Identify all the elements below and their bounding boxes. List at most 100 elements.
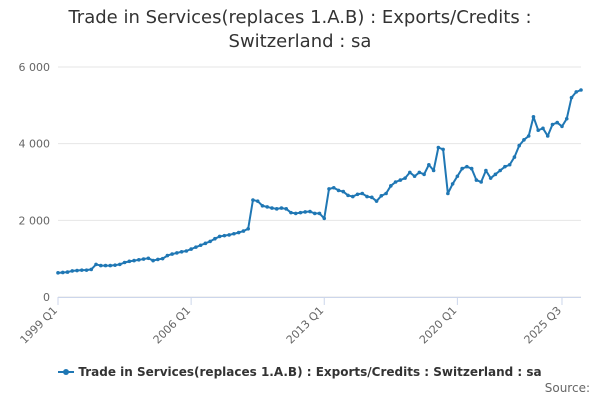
data-point [108, 263, 113, 268]
chart-title-line-2: Switzerland : sa [228, 31, 372, 52]
data-point [507, 162, 512, 167]
data-point [279, 206, 284, 210]
data-point [232, 231, 236, 236]
data-point [403, 176, 407, 180]
data-point [70, 269, 75, 273]
data-point [255, 199, 260, 203]
data-point [179, 249, 184, 254]
data-point [103, 263, 108, 268]
data-point [498, 168, 502, 173]
data-point [512, 155, 517, 159]
legend: Trade in Services(replaces 1.A.B) : Expo… [0, 362, 600, 379]
data-point [98, 263, 103, 268]
data-point [389, 184, 393, 188]
data-point [384, 191, 388, 196]
data-point [398, 178, 403, 182]
data-point [298, 210, 303, 215]
y-tick-label: 0 [43, 291, 50, 304]
data-point [79, 268, 84, 272]
data-point [270, 206, 274, 210]
data-point [151, 258, 155, 263]
data-point [379, 194, 384, 198]
data-point [327, 187, 331, 191]
data-point [436, 145, 441, 150]
data-point [208, 239, 212, 244]
data-point [331, 185, 336, 190]
data-point [341, 189, 346, 194]
data-point [113, 263, 117, 267]
data-point [217, 234, 222, 239]
data-point [84, 268, 89, 272]
data-point [260, 203, 265, 208]
data-point [350, 194, 355, 199]
data-point [479, 180, 483, 184]
data-point [446, 191, 450, 196]
data-point [89, 267, 94, 272]
data-point [203, 241, 208, 246]
chart-title-line-1: Trade in Services(replaces 1.A.B) : Expo… [68, 7, 532, 28]
legend-label: Trade in Services(replaces 1.A.B) : Expo… [78, 365, 542, 379]
x-tick-label: 2006 Q1 [151, 304, 194, 347]
data-point [170, 252, 174, 256]
legend-item[interactable]: Trade in Services(replaces 1.A.B) : Expo… [58, 365, 542, 379]
data-point [317, 211, 322, 216]
data-point [431, 168, 436, 173]
data-point [236, 230, 241, 235]
series-line [57, 89, 582, 274]
data-point [422, 172, 426, 177]
data-point [450, 182, 455, 186]
data-point [222, 233, 227, 238]
data-point [265, 205, 270, 209]
data-point [65, 270, 70, 274]
data-point [503, 164, 507, 169]
data-point [550, 122, 555, 127]
data-point [303, 210, 308, 214]
data-point [517, 143, 521, 148]
data-point [522, 138, 526, 142]
x-tick-label: 2025 Q3 [522, 304, 565, 347]
data-point [393, 180, 398, 184]
data-point [137, 258, 141, 262]
data-point [312, 211, 317, 216]
data-point [545, 134, 550, 138]
data-point [408, 170, 412, 175]
data-point [122, 260, 127, 265]
data-point [94, 262, 98, 267]
data-point [132, 258, 136, 263]
data-point [474, 178, 479, 182]
data-point [526, 134, 531, 138]
data-point [56, 271, 60, 275]
data-point [336, 188, 341, 193]
y-tick-label: 6 000 [19, 61, 51, 74]
data-point [160, 256, 165, 261]
chart-title: Trade in Services(replaces 1.A.B) : Expo… [0, 6, 600, 54]
x-tick-label: 1999 Q1 [18, 304, 61, 347]
data-point [198, 243, 203, 248]
data-point [541, 126, 545, 131]
data-point [370, 195, 374, 200]
data-point [493, 172, 498, 177]
data-point [141, 257, 146, 261]
data-point [284, 207, 289, 211]
data-point [531, 115, 536, 119]
data-point [146, 256, 151, 261]
legend-swatch-icon [58, 369, 75, 375]
data-point [241, 229, 246, 233]
data-point [355, 192, 360, 197]
data-point [75, 268, 79, 273]
data-point [194, 245, 198, 249]
data-point [484, 168, 488, 173]
data-point [251, 198, 255, 202]
data-point [555, 120, 560, 125]
data-point [455, 174, 460, 179]
data-point [569, 95, 574, 100]
source-credits: Source: [544, 381, 590, 395]
data-point [127, 259, 132, 264]
y-tick-label: 2 000 [19, 214, 51, 227]
data-point [118, 262, 122, 267]
data-point [460, 166, 464, 171]
data-point [293, 211, 298, 216]
data-point [374, 199, 379, 203]
data-point [322, 216, 327, 221]
